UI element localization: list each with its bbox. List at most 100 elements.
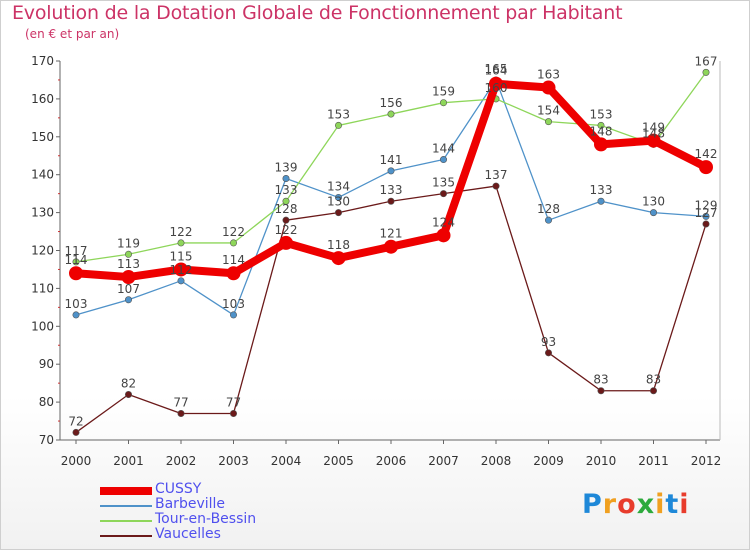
y-tick-label: 150: [31, 130, 54, 144]
y-tick-label: 90: [39, 357, 54, 371]
data-label-vaucelles: 77: [226, 395, 241, 409]
data-label-cussy: 149: [642, 121, 665, 135]
data-label-barbeville: 133: [590, 183, 613, 197]
data-point-tour-en-bessin: [230, 239, 238, 247]
x-tick-label: 2005: [323, 454, 354, 468]
data-label-cussy: 148: [590, 124, 613, 138]
x-tick-label: 2008: [481, 454, 512, 468]
data-point-vaucelles: [125, 391, 133, 399]
data-label-barbeville: 103: [65, 297, 88, 311]
x-tick-label: 2012: [691, 454, 722, 468]
data-label-vaucelles: 128: [275, 202, 298, 216]
legend-label-cussy: CUSSY: [155, 481, 202, 497]
data-point-tour-en-bessin: [125, 250, 133, 258]
data-point-cussy: [594, 137, 608, 152]
y-tick-label: 100: [31, 319, 54, 333]
data-label-barbeville: 139: [275, 160, 298, 174]
axes: 70 80 90 100 110 120 130 140 150 160 170 2000 2001 20…: [31, 54, 721, 468]
x-tick-label: 2003: [218, 454, 249, 468]
data-label-cussy: 118: [327, 238, 350, 252]
legend-swatch-vaucelles: [100, 535, 152, 537]
data-point-barbeville: [649, 209, 657, 217]
data-point-tour-en-bessin: [544, 118, 552, 126]
data-point-vaucelles: [177, 409, 185, 417]
y-tick-label: 110: [31, 281, 54, 295]
data-point-tour-en-bessin: [702, 68, 710, 76]
legend-swatch-barbeville: [100, 505, 152, 507]
series-line-vaucelles: [75, 185, 707, 434]
data-point-vaucelles: [439, 190, 447, 198]
data-point-vaucelles: [387, 197, 395, 205]
data-label-cussy: 113: [117, 257, 140, 271]
y-tick-label: 70: [39, 433, 54, 447]
data-point-tour-en-bessin: [387, 110, 395, 118]
x-tick-label: 2002: [166, 454, 197, 468]
data-label-barbeville: 129: [695, 198, 718, 212]
data-point-barbeville: [439, 156, 447, 164]
data-point-vaucelles: [649, 387, 657, 395]
data-label-vaucelles: 83: [593, 373, 608, 387]
data-label-barbeville: 107: [117, 282, 140, 296]
logo-letter: i: [679, 489, 690, 520]
data-point-barbeville: [334, 193, 342, 201]
x-tick-label: 2006: [376, 454, 407, 468]
y-tick-label: 130: [31, 206, 54, 220]
data-label-tour-en-bessin: 117: [65, 244, 88, 258]
data-label-tour-en-bessin: 122: [170, 225, 193, 239]
data-point-vaucelles: [492, 182, 500, 190]
legend-swatch-tour-en-bessin: [100, 520, 152, 522]
x-tick-label: 2009: [533, 454, 564, 468]
data-point-barbeville: [544, 216, 552, 224]
data-point-tour-en-bessin: [177, 239, 185, 247]
data-label-barbeville: 134: [327, 179, 350, 193]
legend-label-vaucelles: Vaucelles: [155, 526, 221, 542]
data-point-vaucelles: [72, 428, 80, 436]
data-label-vaucelles: 127: [695, 206, 718, 220]
data-point-tour-en-bessin: [597, 121, 605, 129]
data-point-cussy: [174, 262, 188, 277]
data-label-cussy: 122: [275, 223, 298, 237]
y-tick-label: 170: [31, 54, 54, 68]
data-labels-layer: 72 82 77 77 128 130 133 135 137 93 83 83 127 103 107 11…: [65, 54, 718, 428]
data-label-cussy: 142: [695, 147, 718, 161]
data-point-cussy: [226, 266, 241, 281]
data-point-barbeville: [597, 197, 605, 205]
logo-letter: x: [636, 489, 656, 520]
data-point-barbeville: [282, 174, 290, 182]
data-label-cussy: 124: [432, 215, 455, 229]
x-tick-label: 2010: [586, 454, 617, 468]
logo-letter: P: [582, 489, 603, 520]
legend-label-tour-en-bessin: Tour-en-Bessin: [155, 511, 257, 527]
data-label-cussy: 114: [65, 253, 88, 267]
data-point-cussy: [541, 80, 556, 95]
logo-letter: i: [655, 489, 666, 520]
data-point-vaucelles: [334, 209, 342, 217]
data-point-cussy: [279, 235, 293, 250]
data-label-barbeville: 103: [222, 297, 245, 311]
data-label-vaucelles: 135: [432, 176, 455, 190]
data-point-tour-en-bessin: [72, 258, 80, 266]
data-point-cussy: [646, 133, 661, 148]
data-label-vaucelles: 130: [327, 195, 350, 209]
y-tick-label: 140: [31, 168, 54, 182]
data-point-vaucelles: [544, 349, 552, 357]
data-point-barbeville: [177, 277, 185, 285]
data-label-barbeville: 128: [537, 202, 560, 216]
data-point-barbeville: [387, 167, 395, 175]
data-point-cussy: [699, 160, 713, 175]
data-label-barbeville: 112: [170, 263, 193, 277]
proxiti-logo: Proxiti: [582, 489, 690, 520]
series-layer: [69, 68, 713, 436]
y-tick-label: 120: [31, 244, 54, 258]
data-point-tour-en-bessin: [439, 99, 447, 107]
data-label-barbeville: 165: [485, 62, 508, 76]
data-point-vaucelles: [230, 409, 238, 417]
data-point-cussy: [384, 239, 398, 254]
data-label-tour-en-bessin: 119: [117, 236, 140, 250]
data-point-barbeville: [702, 212, 710, 220]
logo-letter: r: [602, 489, 618, 520]
data-point-vaucelles: [597, 387, 605, 395]
data-point-vaucelles: [702, 220, 710, 228]
x-tick-label: 2011: [638, 454, 669, 468]
chart-subtitle: (en € et par an): [25, 27, 120, 41]
